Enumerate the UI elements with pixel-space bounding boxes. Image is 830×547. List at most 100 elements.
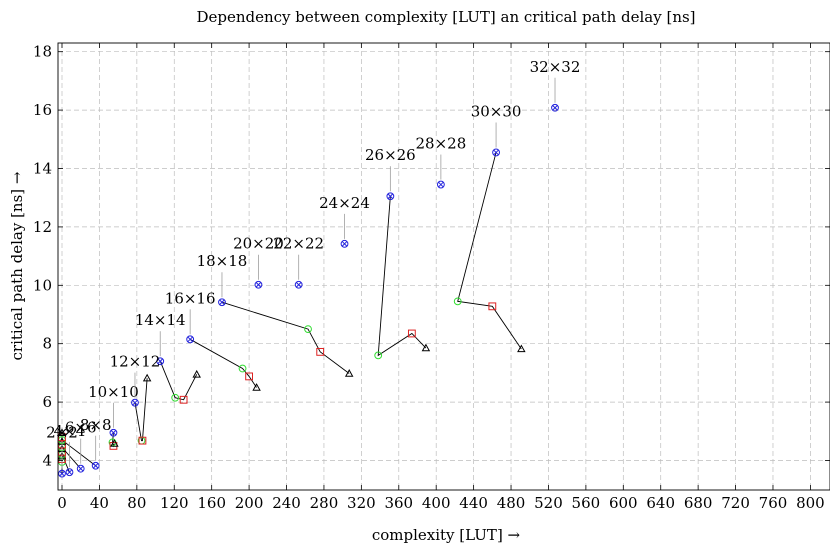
circle-cross-marker-ring (91, 461, 100, 470)
x-tick-label: 600 (609, 494, 638, 512)
circle-cross-marker-ring (156, 357, 165, 366)
x-tick-label: 640 (646, 494, 675, 512)
size-label: 26×26 (365, 146, 416, 164)
data-markers (57, 103, 559, 478)
square-marker (58, 433, 66, 442)
circle-marker (304, 325, 312, 334)
triangle-marker (110, 439, 119, 447)
circle-cross-marker (551, 103, 559, 112)
size-label: 12×12 (110, 353, 161, 371)
size-label: 22×22 (273, 235, 324, 253)
y-tick-label: 16 (33, 101, 52, 119)
triangle-marker (517, 344, 526, 353)
circle-cross-marker (294, 280, 303, 289)
circle-cross-marker (58, 469, 66, 478)
circle-cross-marker-ring (492, 148, 500, 157)
triangle-marker (57, 428, 67, 436)
x-tick-label: 400 (422, 494, 451, 512)
circle-cross-marker-line (77, 465, 84, 472)
chart-title: Dependency between complexity [LUT] an c… (196, 8, 695, 26)
circle-cross-marker-line (387, 193, 394, 199)
circle-cross-marker-ring (386, 192, 395, 201)
circle-cross-marker (340, 239, 349, 248)
y-tick-label: 10 (33, 276, 52, 294)
size-label: 20×20 (233, 235, 284, 253)
square-marker (245, 372, 253, 381)
size-label: 28×28 (416, 135, 467, 153)
triangle-marker (192, 369, 201, 378)
circle-cross-marker-line (59, 470, 65, 477)
y-tick-label: 4 (42, 452, 52, 470)
circle-cross-marker-line (92, 463, 99, 469)
circle-cross-marker (131, 398, 139, 407)
x-axis-title: complexity [LUT] → (372, 526, 521, 544)
circle-cross-marker (109, 428, 118, 437)
circle-cross-marker (76, 464, 85, 473)
circle-cross-marker-line (255, 281, 262, 288)
x-tick-label: 200 (235, 494, 264, 512)
circle-cross-marker (91, 461, 100, 470)
circle-cross-marker-line (187, 336, 193, 343)
y-tick-label: 6 (42, 393, 52, 411)
x-tick-label: 800 (796, 494, 825, 512)
axis-ticks: 0 40 80 120 160 200 240 280 320 360 400 440 480 520 56… (33, 43, 830, 512)
circle-cross-marker (218, 298, 226, 307)
x-tick-label: 360 (384, 494, 413, 512)
circle-marker (238, 364, 247, 373)
y-tick-label: 14 (33, 160, 52, 178)
x-tick-label: 560 (572, 494, 601, 512)
circle-cross-marker-ring (551, 103, 559, 112)
triangle-marker (252, 383, 261, 391)
triangle-marker (344, 369, 354, 377)
x-tick-label: 480 (497, 494, 526, 512)
x-tick-label: 120 (160, 494, 189, 512)
size-label: 30×30 (471, 102, 522, 120)
x-tick-label: 760 (759, 494, 788, 512)
circle-cross-marker-line (438, 181, 444, 188)
x-tick-label: 520 (534, 494, 563, 512)
triangle-marker (421, 343, 431, 352)
size-label: 18×18 (197, 252, 248, 270)
size-label: 10×10 (88, 383, 139, 401)
circle-cross-marker-ring (340, 239, 349, 248)
grid (58, 43, 830, 490)
x-tick-label: 240 (272, 494, 301, 512)
size-label: 14×14 (135, 311, 186, 329)
circle-cross-marker-ring (58, 469, 66, 478)
x-tick-label: 80 (127, 494, 146, 512)
circle-cross-marker-ring (131, 398, 139, 407)
group-line (112, 432, 115, 448)
group-line (457, 152, 522, 350)
x-tick-label: 0 (57, 494, 67, 512)
circle-marker (374, 351, 383, 360)
size-labels: 2×24×46×68×8 10×10 12×12 14×14 16×16 18×1820×… (46, 58, 580, 469)
size-label: 2×2 (46, 424, 78, 442)
circle-cross-marker-line (157, 358, 163, 364)
plot-frame (57, 42, 830, 491)
circle-cross-marker (436, 180, 445, 189)
group-line (377, 196, 427, 357)
size-label: 24×24 (319, 194, 370, 212)
circle-cross-marker-line (341, 241, 348, 247)
y-tick-label: 12 (33, 218, 52, 236)
circle-cross-marker (65, 468, 74, 477)
circle-cross-marker-line (493, 149, 499, 156)
y-tick-label: 8 (42, 335, 52, 353)
circle-cross-marker-line (132, 399, 138, 406)
group-line (221, 301, 350, 374)
y-axis-title: critical path delay [ns] → (8, 171, 26, 360)
size-label: 16×16 (165, 289, 216, 307)
x-tick-label: 440 (459, 494, 488, 512)
circle-cross-marker-ring (76, 464, 85, 473)
series-lines (61, 152, 522, 474)
circle-cross-marker-line (552, 105, 558, 111)
square-marker (138, 436, 147, 445)
circle-cross-marker-ring (436, 180, 445, 189)
square-marker (316, 347, 325, 356)
square-marker (407, 329, 416, 338)
group-line (159, 361, 198, 401)
size-label: 8×8 (80, 416, 112, 434)
square-marker (179, 395, 188, 404)
circle-cross-marker-line (219, 299, 225, 305)
circle-cross-marker (386, 192, 395, 201)
